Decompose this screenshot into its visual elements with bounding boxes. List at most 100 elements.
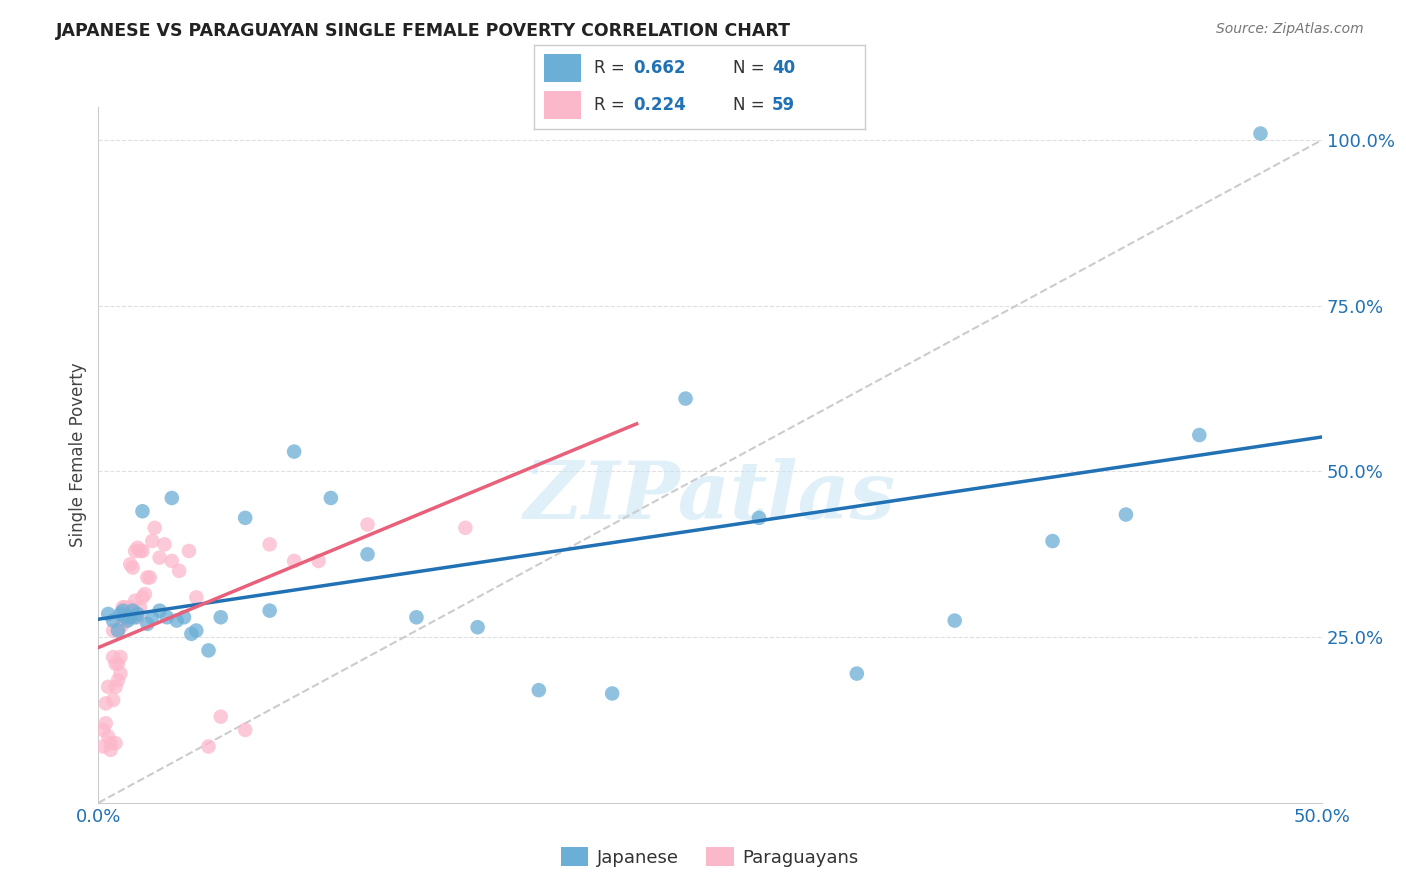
Point xyxy=(131,591,153,605)
Point xyxy=(600,686,623,700)
Point xyxy=(186,591,208,605)
Point xyxy=(143,521,166,535)
Point xyxy=(356,517,378,532)
Point xyxy=(233,723,256,737)
Point xyxy=(100,743,122,757)
Point xyxy=(1188,428,1211,442)
Point xyxy=(186,624,208,638)
Point xyxy=(97,607,120,621)
Point xyxy=(117,614,139,628)
Point xyxy=(467,620,489,634)
Point xyxy=(748,511,770,525)
Point xyxy=(100,736,122,750)
Point xyxy=(124,544,146,558)
Legend: Japanese, Paraguayans: Japanese, Paraguayans xyxy=(554,840,866,874)
Point xyxy=(104,680,127,694)
Point xyxy=(454,521,477,535)
Point xyxy=(1115,508,1137,522)
Point xyxy=(209,610,232,624)
Point xyxy=(121,604,143,618)
Point xyxy=(180,627,202,641)
Point xyxy=(124,593,146,607)
Point xyxy=(97,680,120,694)
Point xyxy=(197,643,219,657)
Point xyxy=(131,504,153,518)
Point xyxy=(1042,534,1064,549)
Point xyxy=(120,558,142,572)
Point xyxy=(111,600,134,615)
Point xyxy=(114,610,136,624)
Point xyxy=(124,610,146,624)
Text: Source: ZipAtlas.com: Source: ZipAtlas.com xyxy=(1216,22,1364,37)
Point xyxy=(110,607,132,621)
Point xyxy=(127,541,149,555)
Point xyxy=(97,730,120,744)
Point xyxy=(127,607,149,621)
Y-axis label: Single Female Poverty: Single Female Poverty xyxy=(69,363,87,547)
Point xyxy=(94,716,117,731)
Point xyxy=(308,554,330,568)
Point xyxy=(283,554,305,568)
Point xyxy=(319,491,342,505)
Point xyxy=(675,392,697,406)
Point xyxy=(173,610,195,624)
Point xyxy=(167,564,190,578)
Point xyxy=(405,610,427,624)
Text: 59: 59 xyxy=(772,96,796,114)
Point xyxy=(131,544,153,558)
Point xyxy=(356,547,378,561)
Point xyxy=(136,570,159,584)
Point xyxy=(134,587,156,601)
Text: 0.662: 0.662 xyxy=(633,59,686,77)
Text: R =: R = xyxy=(593,59,630,77)
Point xyxy=(141,534,163,549)
Point xyxy=(121,560,143,574)
Point xyxy=(111,610,134,624)
Point xyxy=(283,444,305,458)
Point xyxy=(139,570,162,584)
Point xyxy=(153,537,176,551)
Point xyxy=(1249,127,1271,141)
Point xyxy=(177,544,200,558)
Text: 40: 40 xyxy=(772,59,796,77)
Point xyxy=(149,604,172,618)
Text: R =: R = xyxy=(593,96,630,114)
Point xyxy=(259,604,281,618)
Text: N =: N = xyxy=(733,59,769,77)
Text: ZIPatlas: ZIPatlas xyxy=(524,458,896,535)
Point xyxy=(127,610,149,624)
Point xyxy=(129,544,152,558)
Point xyxy=(117,604,139,618)
Point xyxy=(129,600,152,615)
Point xyxy=(117,610,139,624)
Point xyxy=(156,610,179,624)
Point xyxy=(149,550,172,565)
Point xyxy=(94,697,117,711)
Point xyxy=(160,491,183,505)
Point xyxy=(114,614,136,628)
Point xyxy=(197,739,219,754)
Bar xyxy=(544,54,581,82)
Point xyxy=(101,614,124,628)
Point xyxy=(111,604,134,618)
Point xyxy=(120,610,142,624)
Point xyxy=(107,673,129,688)
Text: JAPANESE VS PARAGUAYAN SINGLE FEMALE POVERTY CORRELATION CHART: JAPANESE VS PARAGUAYAN SINGLE FEMALE POV… xyxy=(56,22,792,40)
Point xyxy=(101,624,124,638)
Point xyxy=(141,610,163,624)
Bar xyxy=(544,91,581,120)
Point xyxy=(845,666,868,681)
Point xyxy=(110,666,132,681)
Point xyxy=(104,736,127,750)
Point xyxy=(114,600,136,615)
Point xyxy=(166,614,188,628)
Point xyxy=(104,657,127,671)
Point xyxy=(91,723,114,737)
Point xyxy=(91,739,114,754)
Point xyxy=(121,604,143,618)
Point xyxy=(233,511,256,525)
Point xyxy=(101,693,124,707)
Point xyxy=(107,657,129,671)
Point xyxy=(101,650,124,665)
Point xyxy=(259,537,281,551)
